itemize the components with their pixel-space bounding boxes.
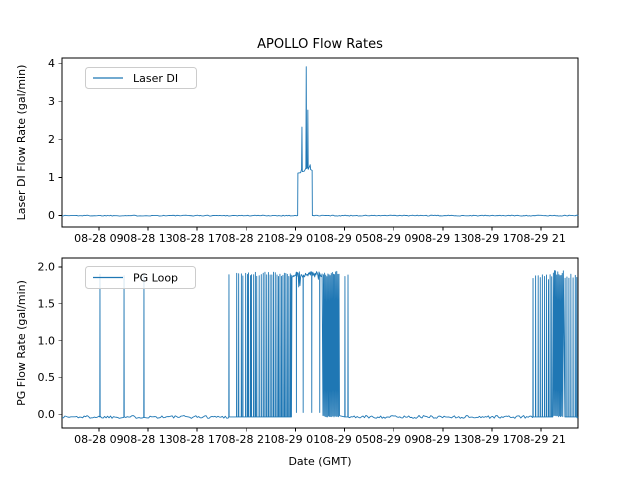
y-tick-label: 1.0 <box>38 334 56 347</box>
x-tick-label: 08-29 17 <box>467 232 516 245</box>
chart-title: APOLLO Flow Rates <box>257 37 383 52</box>
bottom-y-axis-label: PG Flow Rate (gal/min) <box>15 280 28 406</box>
top-subplot: 08-28 09 08-28 13 08-28 17 08-28 21 08-29 01… <box>48 57 579 245</box>
x-tick-label: 08-28 13 <box>123 433 172 446</box>
bottom-legend: PG Loop <box>85 266 196 289</box>
x-tick-label: 08-29 21 <box>516 232 565 245</box>
bottom-legend-frame <box>85 266 196 289</box>
x-tick-label: 08-28 17 <box>172 433 221 446</box>
x-axis-label: Date (GMT) <box>288 455 351 468</box>
y-tick-label: 1.5 <box>38 297 56 310</box>
y-tick-label: 2.0 <box>38 260 56 273</box>
x-tick-label: 08-29 01 <box>271 232 320 245</box>
top-legend: Laser DI <box>85 67 197 89</box>
y-tick-label: 2 <box>48 133 55 146</box>
bottom-subplot: 08-28 09 08-28 13 08-28 17 08-28 21 08-29 01… <box>38 257 579 446</box>
x-tick-label: 08-29 05 <box>320 433 369 446</box>
y-tick-label: 0 <box>48 209 55 222</box>
x-tick-label: 08-28 21 <box>222 232 271 245</box>
y-tick-label: 1 <box>48 171 55 184</box>
top-y-axis-label: Laser DI Flow Rate (gal/min) <box>15 65 28 221</box>
y-tick-label: 3 <box>48 95 55 108</box>
top-legend-frame <box>85 67 197 89</box>
x-tick-label: 08-29 09 <box>369 433 418 446</box>
x-tick-label: 08-28 09 <box>74 433 123 446</box>
x-tick-label: 08-29 13 <box>418 232 467 245</box>
top-legend-label: Laser DI <box>133 72 178 85</box>
y-tick-label: 0.5 <box>38 371 56 384</box>
series-path-laser-di <box>62 66 579 217</box>
x-tick-label: 08-29 17 <box>467 433 516 446</box>
y-tick-label: 0.0 <box>38 408 56 421</box>
x-tick-label: 08-29 21 <box>516 433 565 446</box>
bottom-legend-label: PG Loop <box>133 272 178 285</box>
axes-spines <box>61 257 579 429</box>
y-tick-label: 4 <box>48 57 55 70</box>
x-tick-label: 08-28 13 <box>123 232 172 245</box>
x-tick-label: 08-29 09 <box>369 232 418 245</box>
x-tick-label: 08-28 09 <box>74 232 123 245</box>
axes-spines <box>61 57 579 228</box>
x-tick-label: 08-29 01 <box>271 433 320 446</box>
x-tick-label: 08-29 13 <box>418 433 467 446</box>
x-tick-label: 08-28 17 <box>172 232 221 245</box>
series-path-pg-loop <box>61 270 579 419</box>
x-tick-label: 08-28 21 <box>222 433 271 446</box>
x-tick-label: 08-29 05 <box>320 232 369 245</box>
